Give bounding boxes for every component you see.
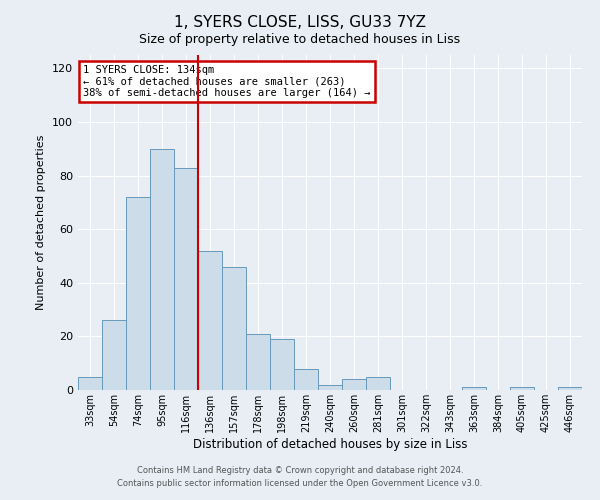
Text: Size of property relative to detached houses in Liss: Size of property relative to detached ho… — [139, 32, 461, 46]
Bar — [318, 384, 342, 390]
Bar — [558, 388, 582, 390]
Bar — [342, 380, 366, 390]
Bar — [366, 376, 390, 390]
Bar — [174, 168, 198, 390]
Bar — [294, 368, 318, 390]
Text: Contains HM Land Registry data © Crown copyright and database right 2024.
Contai: Contains HM Land Registry data © Crown c… — [118, 466, 482, 487]
Bar — [510, 388, 534, 390]
Bar — [78, 376, 102, 390]
Bar — [198, 250, 222, 390]
Text: 1 SYERS CLOSE: 134sqm
← 61% of detached houses are smaller (263)
38% of semi-det: 1 SYERS CLOSE: 134sqm ← 61% of detached … — [83, 65, 371, 98]
Bar — [126, 197, 150, 390]
X-axis label: Distribution of detached houses by size in Liss: Distribution of detached houses by size … — [193, 438, 467, 450]
Bar — [270, 339, 294, 390]
Bar — [102, 320, 126, 390]
Bar — [150, 149, 174, 390]
Bar — [246, 334, 270, 390]
Bar — [462, 388, 486, 390]
Bar — [222, 266, 246, 390]
Text: 1, SYERS CLOSE, LISS, GU33 7YZ: 1, SYERS CLOSE, LISS, GU33 7YZ — [174, 15, 426, 30]
Y-axis label: Number of detached properties: Number of detached properties — [37, 135, 46, 310]
